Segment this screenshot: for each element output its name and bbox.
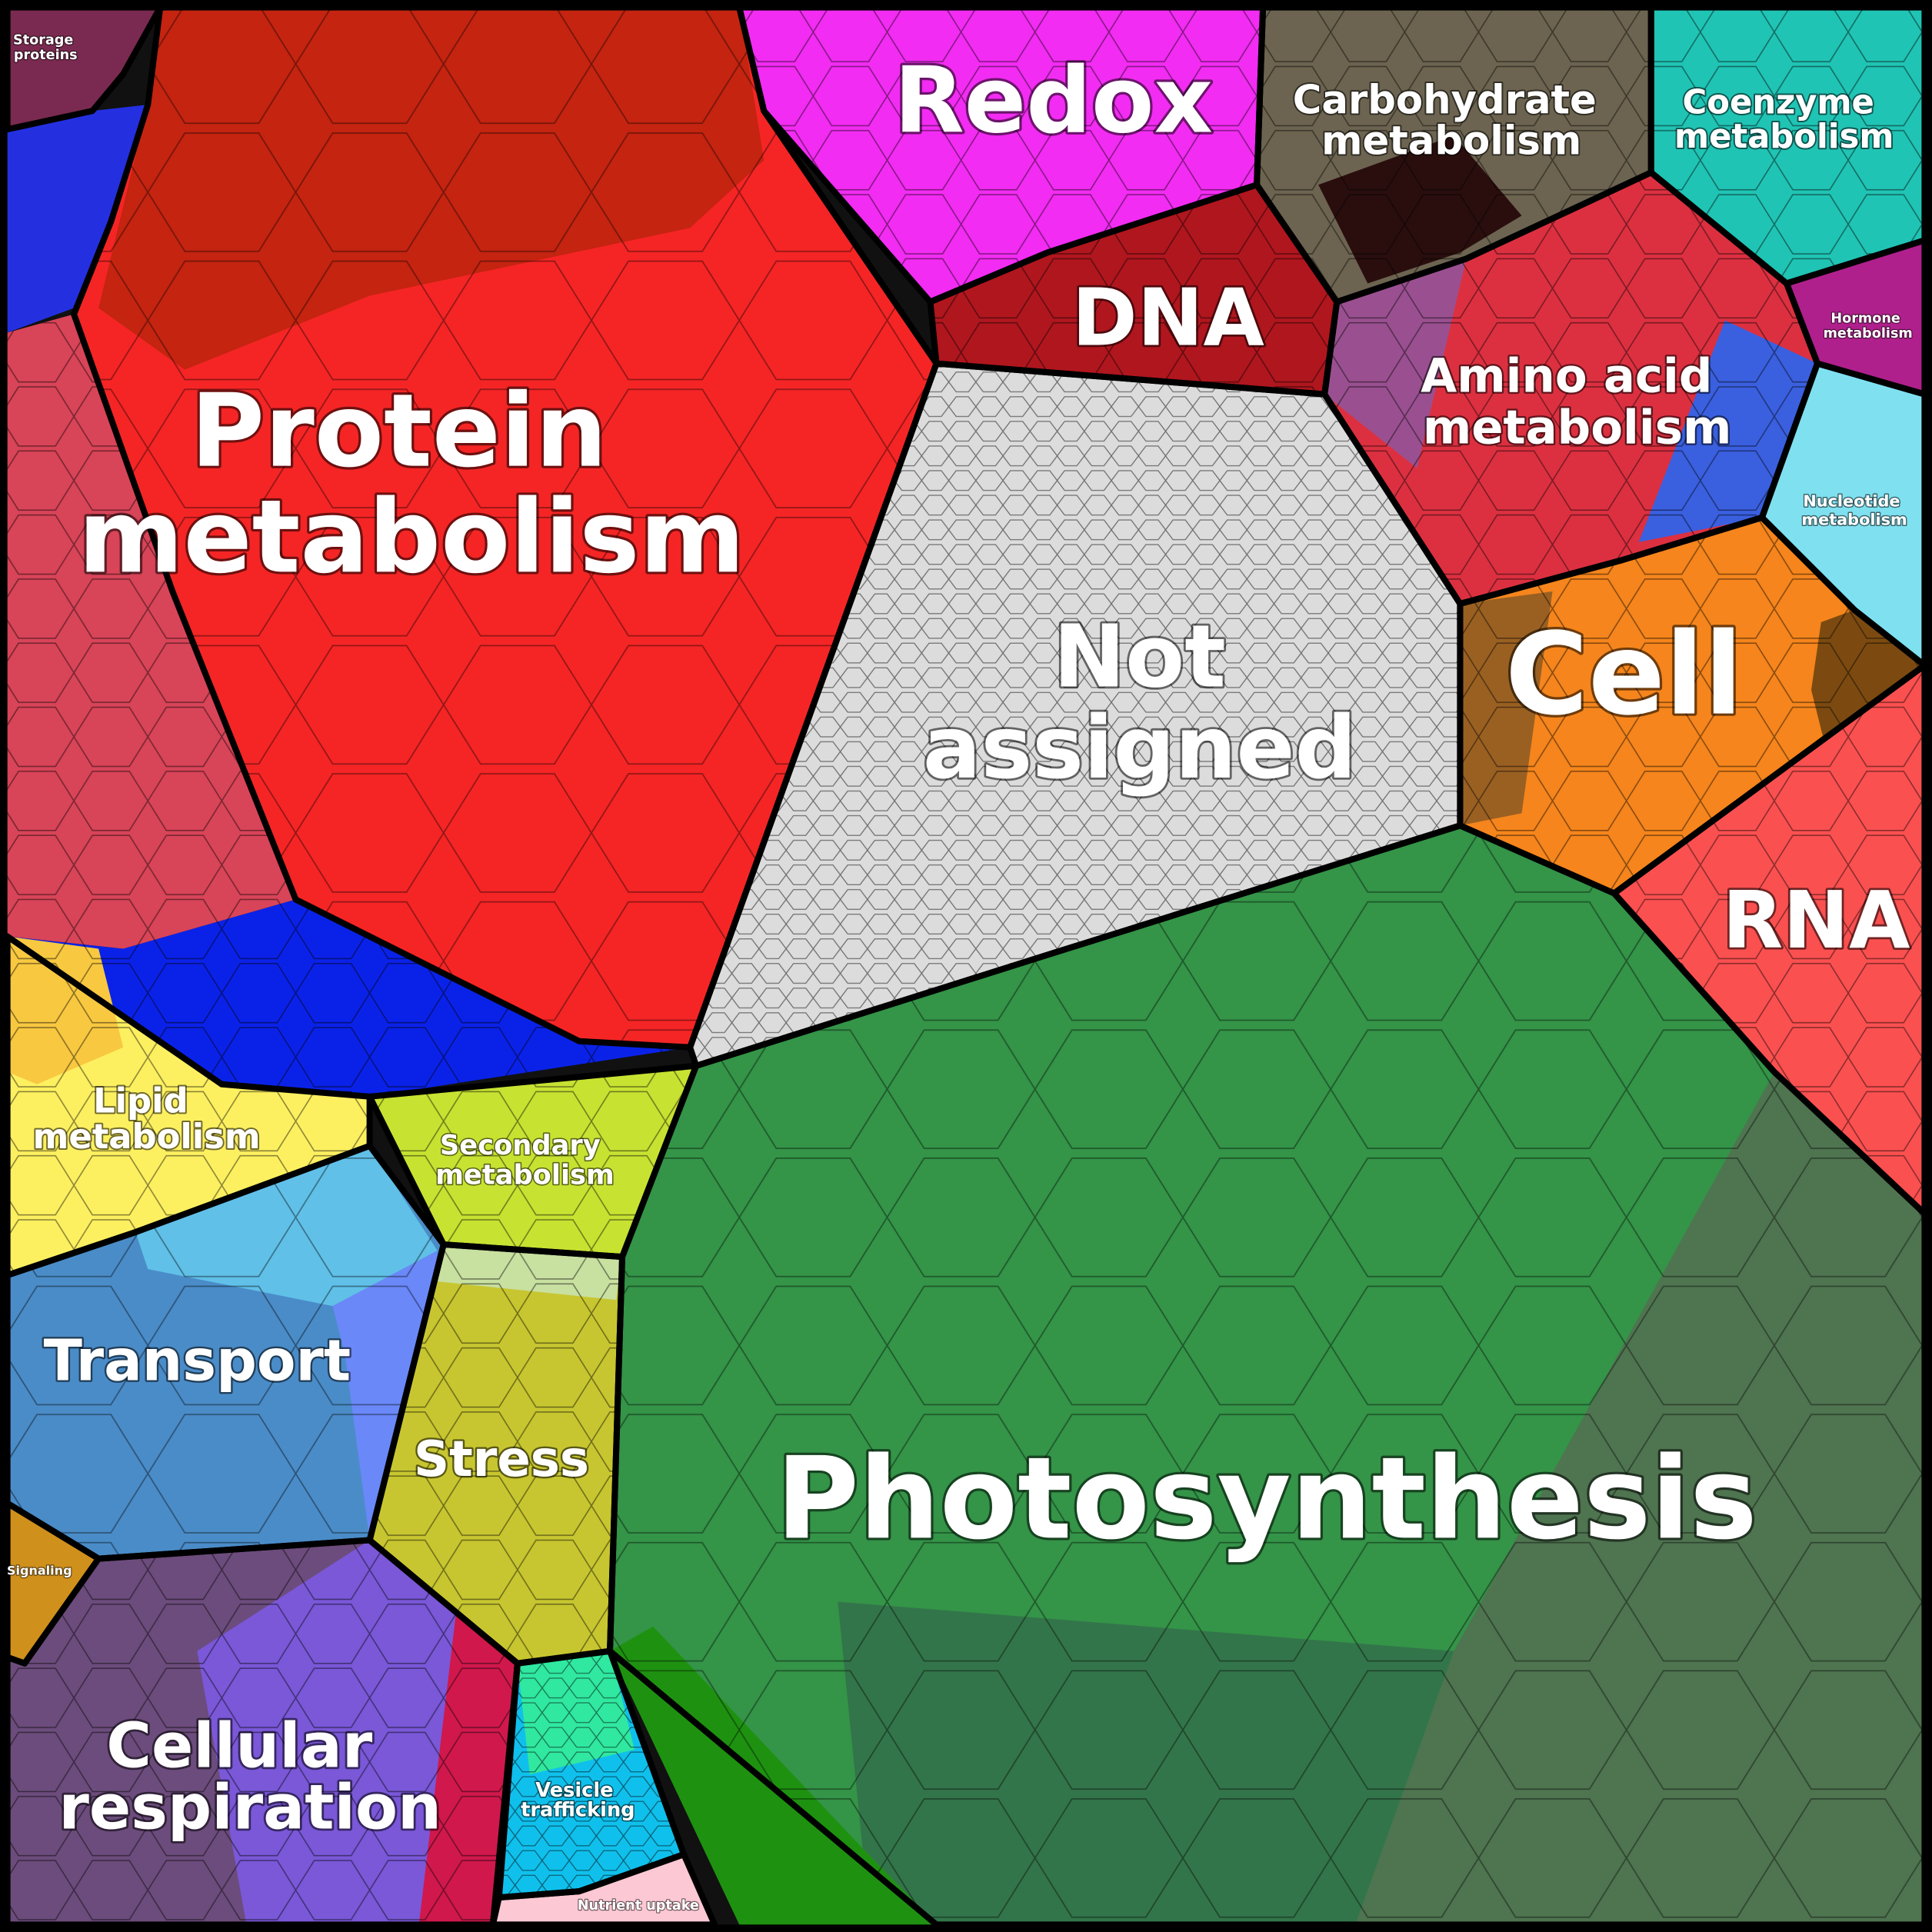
label-rna: RNA bbox=[1722, 875, 1910, 967]
label-cell: Cell bbox=[1505, 608, 1743, 741]
cell-nucleotide bbox=[1761, 363, 1925, 666]
subcell-texture bbox=[7, 7, 1925, 1925]
cell-blue-left bbox=[7, 105, 148, 333]
cell-hormone bbox=[1786, 240, 1925, 395]
label-nutrient-uptake: Nutrient uptake bbox=[578, 1898, 699, 1914]
label-transport: Transport bbox=[44, 1328, 351, 1394]
label-redox: Redox bbox=[894, 47, 1213, 153]
cell-signaling bbox=[7, 1503, 99, 1664]
label-coenzyme-metabolism: Coenzyme metabolism bbox=[1674, 83, 1894, 156]
label-nucleotide-metabolism: Nucleotide metabolism bbox=[1801, 491, 1907, 528]
label-photosynthesis: Photosynthesis bbox=[776, 1432, 1757, 1564]
label-vesicle-trafficking: Vesicle trafficking bbox=[521, 1779, 635, 1822]
label-signaling: Signaling bbox=[7, 1563, 72, 1577]
label-storage-proteins: Storage proteins bbox=[13, 33, 78, 63]
cell-storage bbox=[7, 7, 161, 130]
label-protein-metabolism: Protein metabolism bbox=[78, 372, 745, 596]
label-amino-acid-metabolism: Amino acid metabolism bbox=[1421, 348, 1731, 455]
label-hormone-metabolism: Hormone metabolism bbox=[1824, 311, 1913, 341]
label-dna: DNA bbox=[1072, 273, 1264, 365]
label-lipid-metabolism: Lipid metabolism bbox=[33, 1081, 261, 1157]
label-cellular-respiration: Cellular respiration bbox=[58, 1710, 441, 1843]
label-carbohydrate-metabolism: Carbohydrate metabolism bbox=[1293, 77, 1611, 164]
label-secondary-metabolism: Secondary metabolism bbox=[435, 1130, 615, 1191]
label-stress: Stress bbox=[414, 1431, 589, 1488]
label-not-assigned: Not assigned bbox=[923, 607, 1357, 798]
cell-nutrient bbox=[492, 1854, 715, 1925]
